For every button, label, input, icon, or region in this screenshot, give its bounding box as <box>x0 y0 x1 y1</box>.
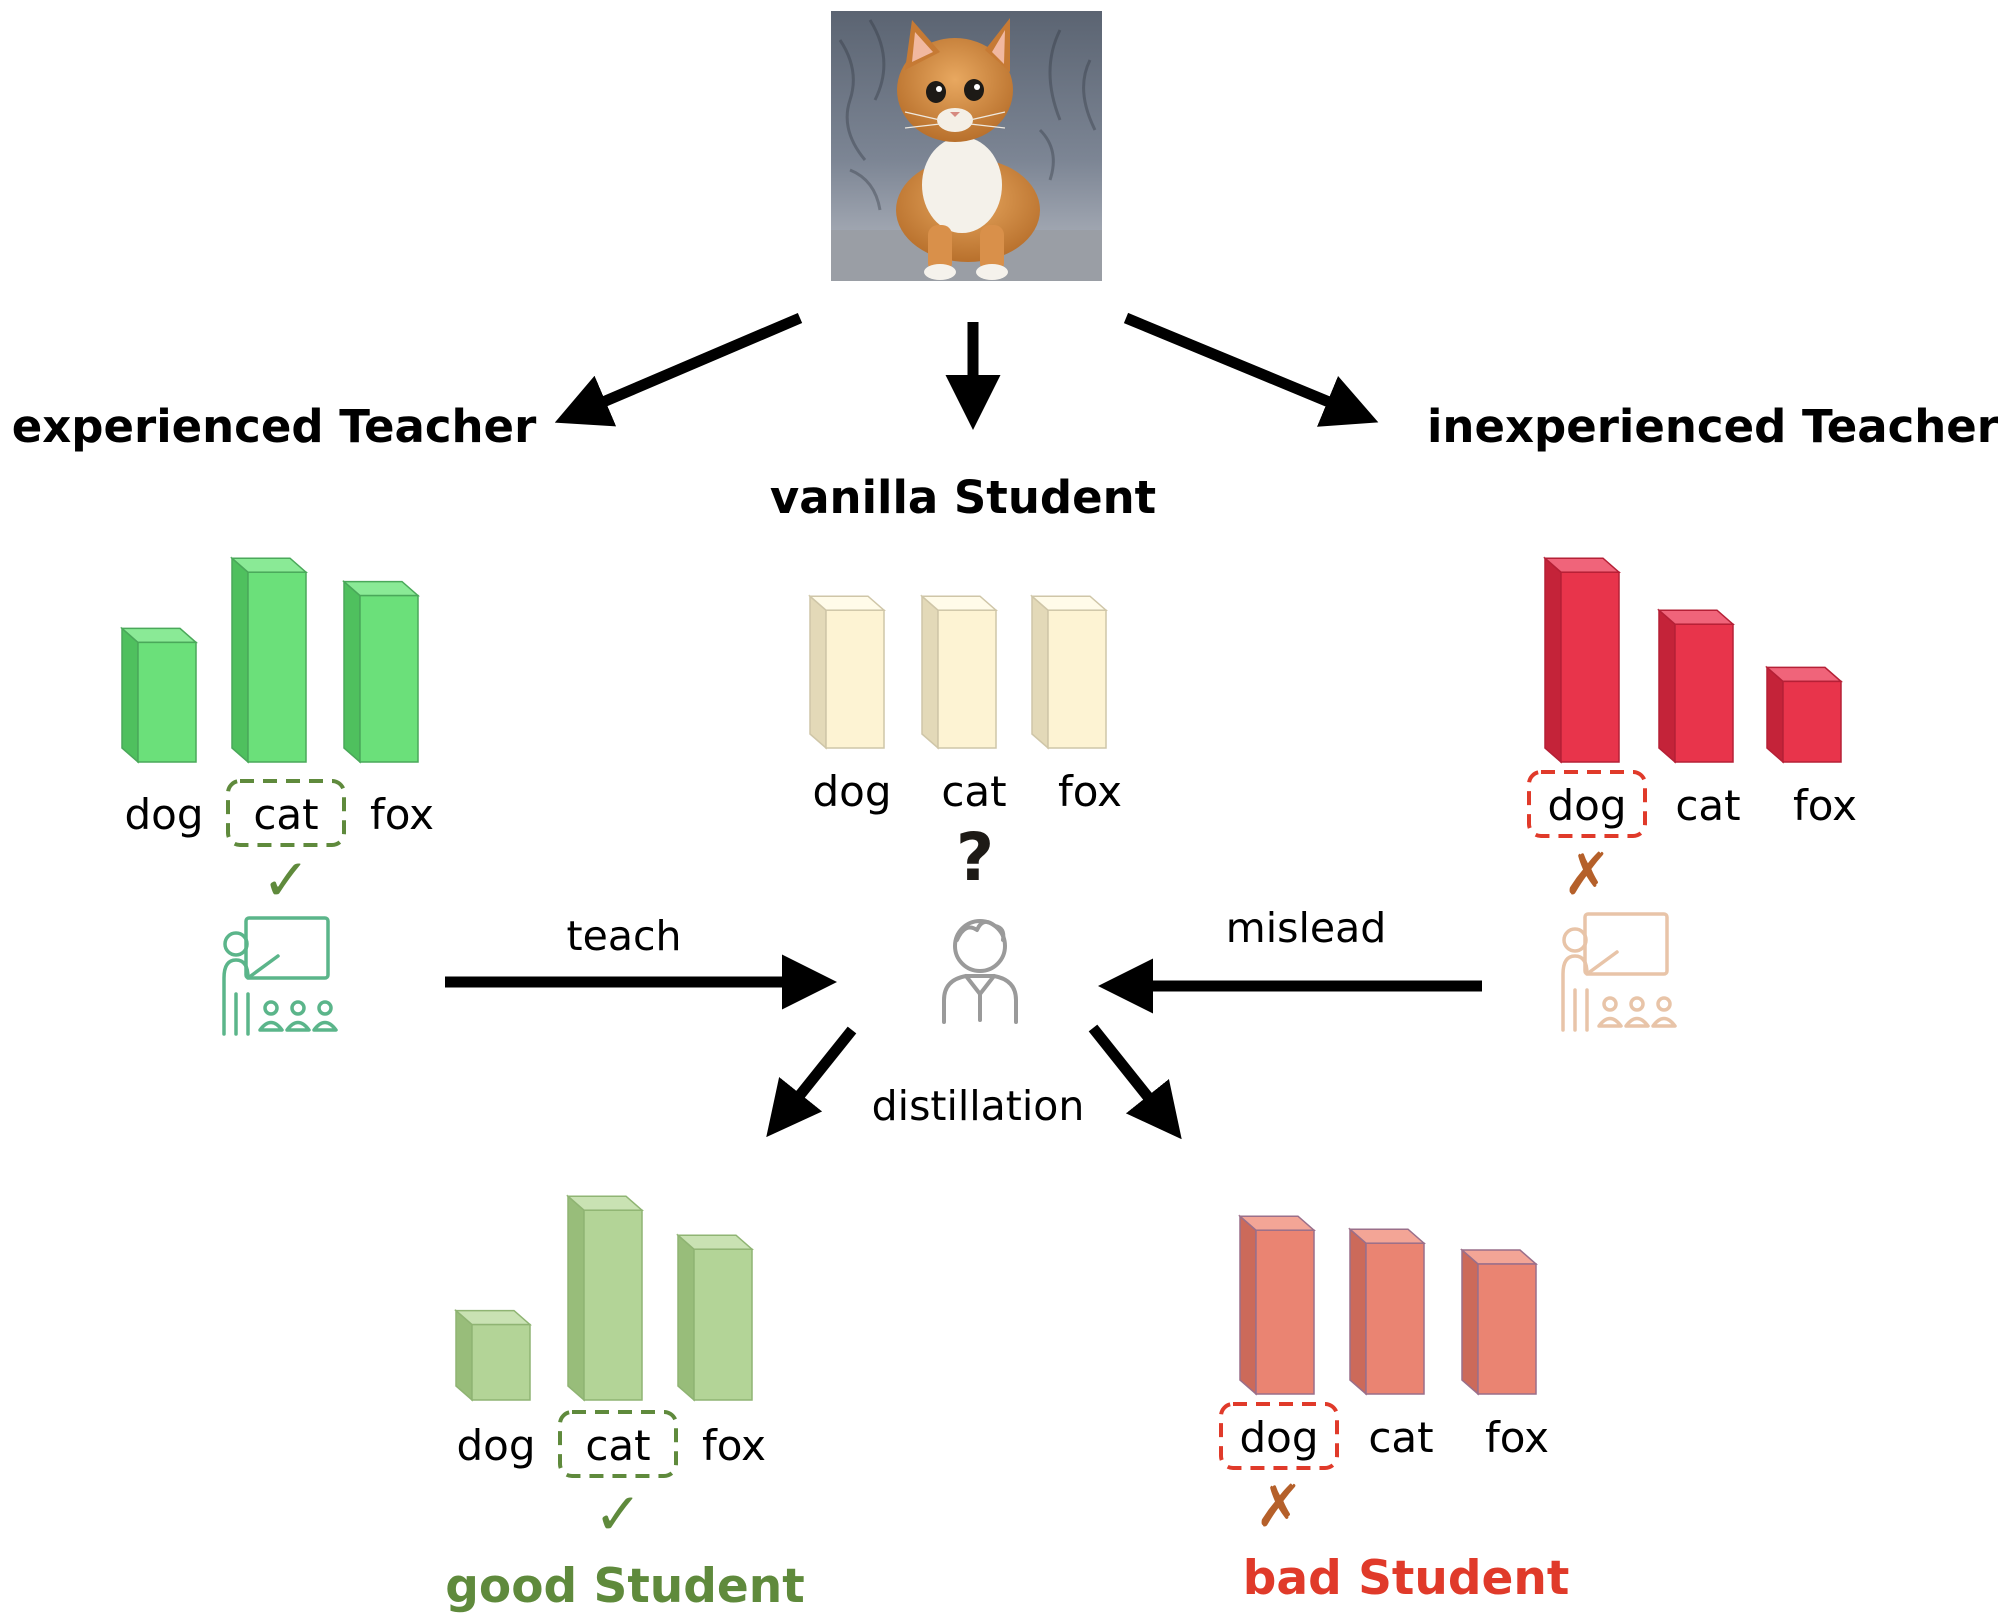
student-icon <box>942 919 1018 1024</box>
check-icon: ✓ <box>262 846 311 914</box>
vanilla-bar-fox <box>1030 594 1108 750</box>
arrows-to-student <box>445 954 1482 1140</box>
good-student-label-cat: cat <box>585 1421 650 1470</box>
bad-student-label-dog: dog <box>1239 1413 1318 1462</box>
good-student-label-fox: fox <box>702 1421 766 1470</box>
arrow-to-good-student <box>766 1026 857 1138</box>
good-student-title: good Student <box>445 1559 804 1614</box>
inexperienced-teacher-title: inexperienced Teacher <box>1427 400 1998 453</box>
exp-teacher-highlight-box <box>226 779 346 847</box>
inexp-teacher-label-cat: cat <box>1675 781 1740 830</box>
inexp-teacher-label-fox: fox <box>1793 781 1857 830</box>
exp-teacher-bar-fox <box>342 579 420 764</box>
inexp-teacher-highlight-box <box>1527 770 1647 838</box>
bad-student-highlight-box <box>1219 1402 1339 1470</box>
good-student-bar-cat <box>566 1194 644 1402</box>
vanilla-label-cat: cat <box>941 767 1006 816</box>
good-student-bar-dog <box>454 1308 532 1402</box>
arrow-to-inexperienced-teacher <box>1123 312 1379 427</box>
bad-student-title: bad Student <box>1243 1551 1570 1606</box>
vanilla-bar-cat <box>920 594 998 750</box>
arrow-to-experienced-teacher <box>554 312 803 427</box>
exp-teacher-label-cat: cat <box>253 790 318 839</box>
bad-student-label-fox: fox <box>1485 1413 1549 1462</box>
bad-student-group: dog cat fox ✗ <box>1219 1214 1549 1540</box>
bar-groups: dog cat fox✓dog cat fox dog cat fox✗dog cat fox✓d… <box>120 556 1857 1548</box>
vanilla-bar-dog <box>808 594 886 750</box>
exp-teacher-bar-dog <box>120 626 198 764</box>
inexp-teacher-bar-cat <box>1657 608 1735 764</box>
kitten-photo <box>831 11 1102 281</box>
bad-student-bar-dog <box>1238 1214 1316 1396</box>
teacher-icon-good <box>222 916 338 1036</box>
distillation-label: distillation <box>872 1082 1085 1130</box>
exp-teacher-label-fox: fox <box>370 790 434 839</box>
good-student-group: dog cat fox ✓ <box>454 1194 766 1548</box>
experienced-teacher-title: experienced Teacher <box>12 400 537 453</box>
vanilla-student-title: vanilla Student <box>770 471 1156 524</box>
question-icon: ? <box>956 819 994 896</box>
arrows-from-photo <box>554 312 1379 430</box>
teacher-icon-bad <box>1561 912 1677 1032</box>
exp-teacher-label-dog: dog <box>124 790 203 839</box>
exp-teacher-group: dog cat fox ✓ <box>120 556 434 914</box>
inexp-teacher-label-dog: dog <box>1547 781 1626 830</box>
arrow-to-bad-student <box>1088 1024 1182 1140</box>
vanilla-label-fox: fox <box>1058 767 1122 816</box>
teach-label: teach <box>567 912 682 960</box>
check-icon: ✓ <box>594 1480 643 1548</box>
vanilla-group: dog cat fox <box>808 594 1122 816</box>
inexp-teacher-bar-dog <box>1543 556 1621 764</box>
inexp-teacher-bar-fox <box>1765 665 1843 764</box>
bad-student-bar-cat <box>1348 1227 1426 1396</box>
bad-student-label-cat: cat <box>1368 1413 1433 1462</box>
inexp-teacher-group: dog cat fox ✗ <box>1527 556 1857 908</box>
vanilla-label-dog: dog <box>812 767 891 816</box>
cross-icon: ✗ <box>1255 1472 1304 1540</box>
mislead-label: mislead <box>1226 904 1386 952</box>
bad-student-bar-fox <box>1460 1248 1538 1396</box>
good-student-highlight-box <box>558 1410 678 1478</box>
exp-teacher-bar-cat <box>230 556 308 764</box>
cross-icon: ✗ <box>1563 840 1612 908</box>
good-student-bar-fox <box>676 1233 754 1402</box>
good-student-label-dog: dog <box>456 1421 535 1470</box>
